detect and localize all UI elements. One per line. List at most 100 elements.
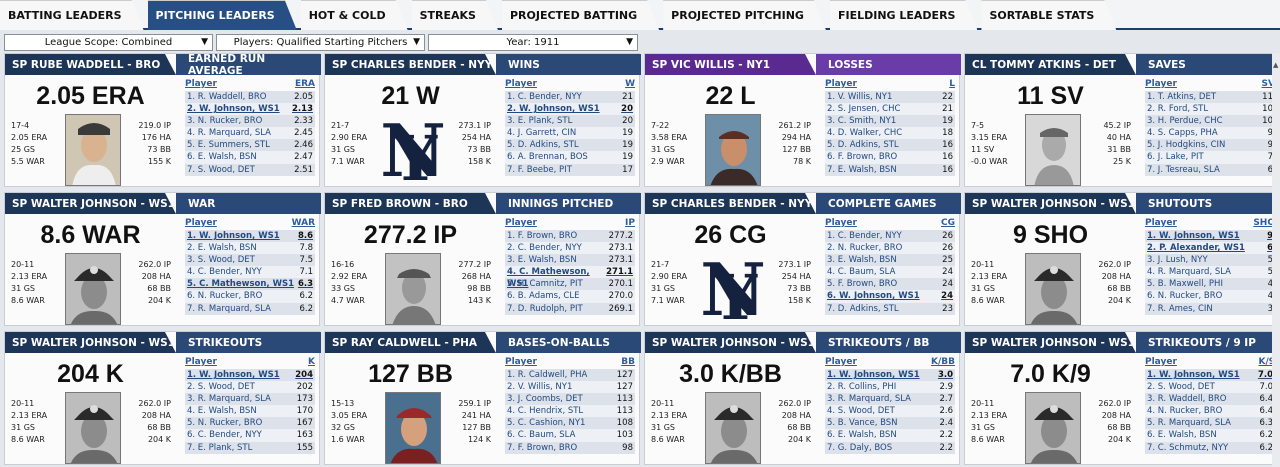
list-item[interactable]: 3. R. Marquard, SLA 2.7 [825, 393, 955, 406]
list-item[interactable]: 7. E. Plank, STL 155 [185, 441, 315, 454]
list-item[interactable]: 4. C. Bender, NYY 7.1 [185, 266, 315, 279]
category-header[interactable]: BASES-ON-BALLS [496, 332, 641, 353]
player-link[interactable]: 6. C. Baum, SLA [507, 430, 576, 441]
list-item[interactable]: 1. V. Willis, NY1 22 [825, 91, 955, 104]
player-header[interactable]: SP CHARLES BENDER - NYY [645, 193, 816, 214]
list-item[interactable]: 7. D. Rudolph, PIT 269.1 [505, 302, 635, 315]
list-item[interactable]: 2. P. Alexander, WS1 6 [1145, 242, 1275, 255]
category-header[interactable]: STRIKEOUTS [176, 332, 321, 353]
player-link[interactable]: 4. S. Wood, DET [827, 406, 895, 417]
player-link[interactable]: 4. S. Capps, PHA [1147, 128, 1218, 139]
list-item[interactable]: 1. W. Johnson, WS1 8.6 [185, 230, 315, 243]
player-link[interactable]: 3. S. Wood, DET [187, 255, 255, 266]
player-link[interactable]: 5. B. Maxwell, PHI [1147, 279, 1223, 290]
player-link[interactable]: 3. R. Marquard, SLA [187, 394, 271, 405]
list-item[interactable]: 4. S. Wood, DET 2.6 [825, 405, 955, 418]
player-link[interactable]: 6. E. Walsh, BSN [827, 430, 897, 441]
player-link[interactable]: 1. R. Caldwell, PHA [507, 370, 588, 380]
list-item[interactable]: 3. C. Smith, NY1 19 [825, 115, 955, 128]
player-link[interactable]: 5. D. Adkins, STL [507, 140, 579, 151]
list-item[interactable]: 4. R. Marquard, SLA 2.45 [185, 127, 315, 140]
list-item[interactable]: 5. R. Marquard, SLA 6.3 [1145, 417, 1275, 430]
player-header[interactable]: SP WALTER JOHNSON - WS1 [5, 332, 176, 353]
player-photo[interactable] [385, 392, 441, 464]
player-link[interactable]: 3. E. Walsh, BSN [507, 255, 577, 266]
category-header[interactable]: STRIKEOUTS / BB [816, 332, 961, 353]
tab-streaks[interactable]: STREAKS [412, 0, 498, 30]
player-link[interactable]: 3. C. Smith, NY1 [827, 116, 897, 127]
stat-column-header[interactable]: K [308, 357, 315, 367]
player-link[interactable]: 5. C. Mathewson, WS1 [187, 279, 295, 290]
player-link[interactable]: 4. C. Mathewson, WS1 [507, 267, 590, 290]
category-header[interactable]: WAR [176, 193, 321, 214]
list-item[interactable]: 7. G. Daly, BOS 2.2 [825, 441, 955, 454]
list-item[interactable]: 3. S. Wood, DET 7.5 [185, 254, 315, 267]
player-link[interactable]: 4. R. Marquard, SLA [187, 128, 271, 139]
list-item[interactable]: 5. F. Brown, BRO 24 [825, 278, 955, 291]
list-item[interactable]: 6. J. Lake, PIT 7 [1145, 151, 1275, 164]
player-column-header[interactable]: Player [505, 357, 537, 367]
scroll-up-icon[interactable]: ▲ [1273, 61, 1279, 69]
list-item[interactable]: 5. B. Vance, BSN 2.4 [825, 417, 955, 430]
year-select[interactable]: Year: 1911 ▼ [428, 34, 638, 51]
player-link[interactable]: 6. B. Adams, CLE [507, 291, 580, 302]
player-photo[interactable] [65, 392, 121, 464]
list-item[interactable]: 3. E. Walsh, BSN 273.1 [505, 254, 635, 267]
list-item[interactable]: 5. D. Adkins, STL 16 [825, 139, 955, 152]
tab-fielding-leaders[interactable]: FIELDING LEADERS [830, 0, 978, 30]
player-link[interactable]: 2. W. Johnson, WS1 [187, 104, 280, 115]
list-item[interactable]: 4. C. Hendrix, STL 113 [505, 405, 635, 418]
player-column-header[interactable]: Player [505, 79, 537, 89]
list-item[interactable]: 7. S. Wood, DET 2.51 [185, 163, 315, 176]
player-header[interactable]: SP WALTER JOHNSON - WS1 [965, 193, 1136, 214]
list-item[interactable]: 2. C. Bender, NYY 273.1 [505, 242, 635, 255]
player-header[interactable]: SP WALTER JOHNSON - WS1 [5, 193, 176, 214]
player-photo[interactable] [705, 392, 761, 464]
player-link[interactable]: 7. R. Ames, CIN [1147, 303, 1213, 314]
list-item[interactable]: 6. E. Walsh, BSN 2.2 [825, 429, 955, 442]
player-link[interactable]: 3. J. Lush, NYY [1147, 255, 1208, 266]
player-link[interactable]: 5. D. Adkins, STL [827, 140, 899, 151]
category-header[interactable]: INNINGS PITCHED [496, 193, 641, 214]
list-item[interactable]: 5. E. Summers, STL 2.46 [185, 139, 315, 152]
player-link[interactable]: 2. C. Bender, NYY [507, 243, 582, 254]
list-item[interactable]: 1. W. Johnson, WS1 3.0 [825, 369, 955, 382]
player-link[interactable]: 1. W. Johnson, WS1 [187, 370, 280, 380]
tab-hot-cold[interactable]: HOT & COLD [301, 0, 408, 30]
player-link[interactable]: 7. G. Daly, BOS [827, 442, 893, 453]
player-link[interactable]: 3. J. Coombs, DET [507, 394, 583, 405]
tab-pitching-leaders[interactable]: PITCHING LEADERS [148, 0, 297, 30]
player-link[interactable]: 5. B. Vance, BSN [827, 418, 898, 429]
player-link[interactable]: 5. E. Summers, STL [187, 140, 270, 151]
category-header[interactable]: COMPLETE GAMES [816, 193, 961, 214]
player-link[interactable]: 6. E. Walsh, BSN [1147, 430, 1217, 441]
player-link[interactable]: 2. S. Wood, DET [1147, 382, 1215, 393]
list-item[interactable]: 2. S. Wood, DET 7.0 [1145, 381, 1275, 394]
player-photo[interactable] [65, 253, 121, 325]
list-item[interactable]: 7. F. Brown, BRO 98 [505, 441, 635, 454]
list-item[interactable]: 1. R. Waddell, BRO 2.05 [185, 91, 315, 104]
player-link[interactable]: 3. H. Perdue, CHC [1147, 116, 1223, 127]
player-link[interactable]: 7. D. Rudolph, PIT [507, 303, 583, 314]
player-column-header[interactable]: Player [825, 357, 857, 367]
list-item[interactable]: 2. W. Johnson, WS1 2.13 [185, 103, 315, 116]
player-photo[interactable] [705, 114, 761, 186]
player-header[interactable]: SP FRED BROWN - BRO [325, 193, 496, 214]
player-header[interactable]: SP RUBE WADDELL - BRO [5, 54, 176, 75]
stat-column-header[interactable]: SHO [1253, 218, 1275, 228]
stat-column-header[interactable]: L [949, 79, 955, 89]
player-link[interactable]: 4. C. Hendrix, STL [507, 406, 584, 417]
stat-column-header[interactable]: K/9 [1258, 357, 1275, 367]
player-column-header[interactable]: Player [185, 218, 217, 228]
player-photo[interactable] [385, 253, 441, 325]
list-item[interactable]: 7. E. Walsh, BSN 16 [825, 163, 955, 176]
list-item[interactable]: 2. E. Walsh, BSN 7.8 [185, 242, 315, 255]
list-item[interactable]: 4. C. Mathewson, WS1 271.1 [505, 266, 635, 290]
list-item[interactable]: 6. E. Walsh, BSN 6.2 [1145, 429, 1275, 442]
player-link[interactable]: 3. R. Waddell, BRO [1147, 394, 1227, 405]
player-link[interactable]: 4. C. Baum, SLA [827, 267, 896, 278]
player-link[interactable]: 2. R. Collins, PHI [827, 382, 897, 393]
list-item[interactable]: 4. C. Baum, SLA 24 [825, 266, 955, 279]
player-column-header[interactable]: Player [825, 79, 857, 89]
stat-column-header[interactable]: BB [621, 357, 635, 367]
